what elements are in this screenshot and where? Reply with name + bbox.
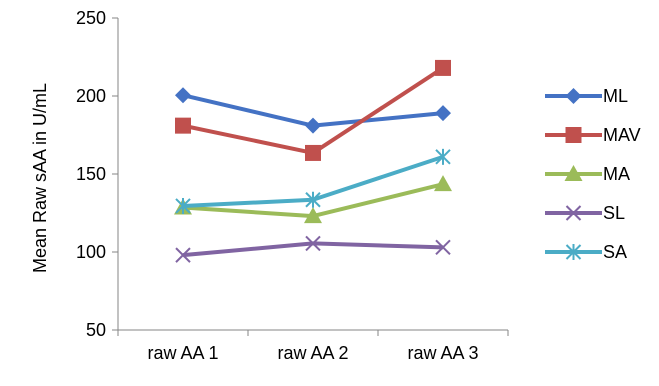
data-point-mav (175, 117, 191, 134)
series-ml (175, 87, 451, 134)
axes: 50 100 150 200 250 raw AA 1 raw AA 2 raw AA 3 (76, 8, 509, 363)
legend-label-ma: MA (603, 164, 630, 184)
legend: ML MAV MA SL SA (545, 86, 641, 262)
series-sl (175, 235, 451, 263)
x-tick-label: raw AA 3 (407, 343, 478, 363)
series-sa (175, 148, 451, 214)
y-axis-title: Mean Raw sAA in U/mL (30, 83, 50, 273)
data-point-mav (435, 59, 451, 76)
legend-label-sa: SA (603, 242, 627, 262)
legend-label-sl: SL (603, 203, 625, 223)
data-point-sa (435, 148, 451, 165)
data-point-sl (175, 247, 191, 263)
legend-marker-sl (565, 205, 582, 221)
y-tick-label: 100 (76, 242, 106, 262)
legend-marker-ml (565, 88, 582, 104)
legend-marker-sa (565, 244, 582, 260)
y-tick-label: 150 (76, 164, 106, 184)
y-tick-label: 250 (76, 8, 106, 28)
data-point-ma (434, 175, 452, 192)
legend-label-mav: MAV (603, 125, 641, 145)
series-line-sl (182, 241, 444, 258)
legend-marker-mav (565, 127, 582, 143)
legend-item-ma: MA (545, 164, 630, 184)
legend-item-mav: MAV (545, 125, 641, 145)
data-point-sa (175, 197, 191, 214)
legend-item-sl: SL (545, 203, 625, 223)
series-mav (175, 59, 451, 161)
data-point-sl (305, 235, 321, 252)
data-point-mav (305, 144, 321, 161)
x-tick-label: raw AA 1 (147, 343, 218, 363)
data-point-sl (435, 239, 451, 256)
data-point-ml (305, 117, 321, 134)
data-point-sa (305, 191, 321, 208)
data-point-ml (175, 87, 191, 104)
legend-marker-ma (564, 165, 583, 181)
legend-label-ml: ML (603, 86, 628, 106)
legend-item-sa: SA (545, 242, 627, 262)
y-tick-label: 50 (86, 320, 106, 340)
data-point-ml (435, 105, 451, 122)
series-line-mav (182, 66, 445, 155)
data-point-ma (304, 207, 322, 224)
series-layer (174, 59, 452, 263)
y-tick-label: 200 (76, 86, 106, 106)
x-tick-label: raw AA 2 (277, 343, 348, 363)
legend-item-ml: ML (545, 86, 628, 106)
